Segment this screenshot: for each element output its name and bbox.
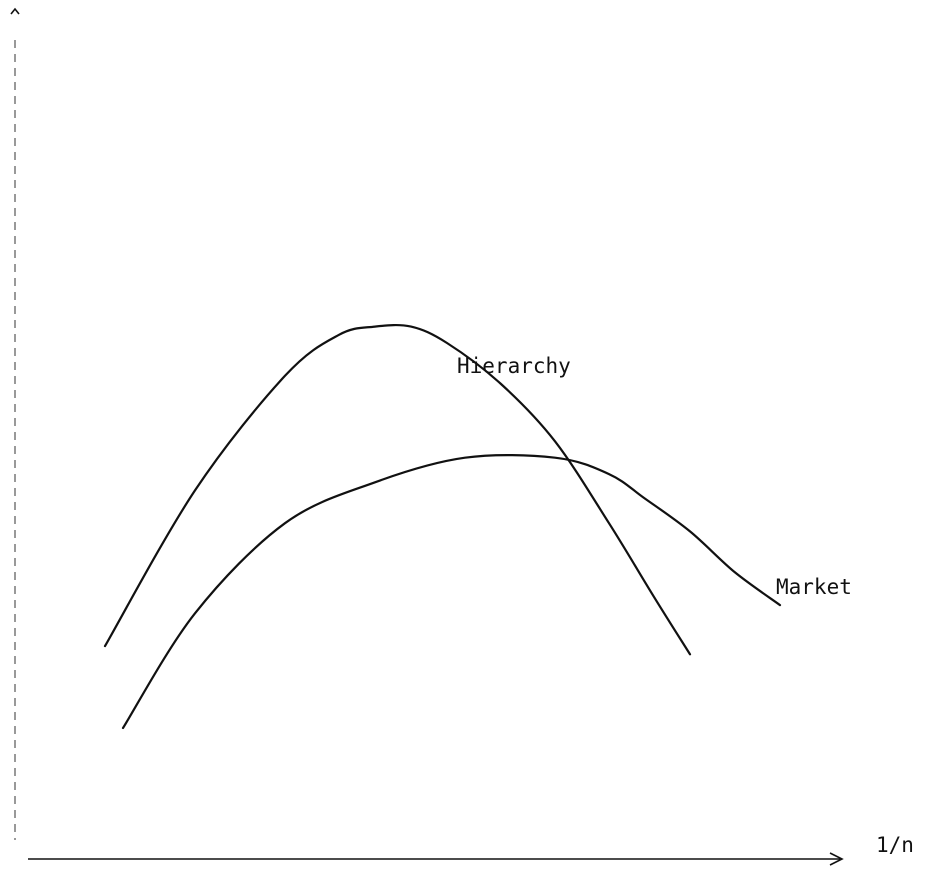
market-label: Market [776,575,852,599]
x-axis-arrow-head [829,852,844,866]
series-line-hierarchy [103,323,692,656]
y-axis-arrow-head [10,7,20,15]
series-layer [103,323,782,730]
x-axis-label: 1/n [876,833,914,857]
hierarchy-label: Hierarchy [457,354,571,378]
series-line-market [121,454,782,730]
